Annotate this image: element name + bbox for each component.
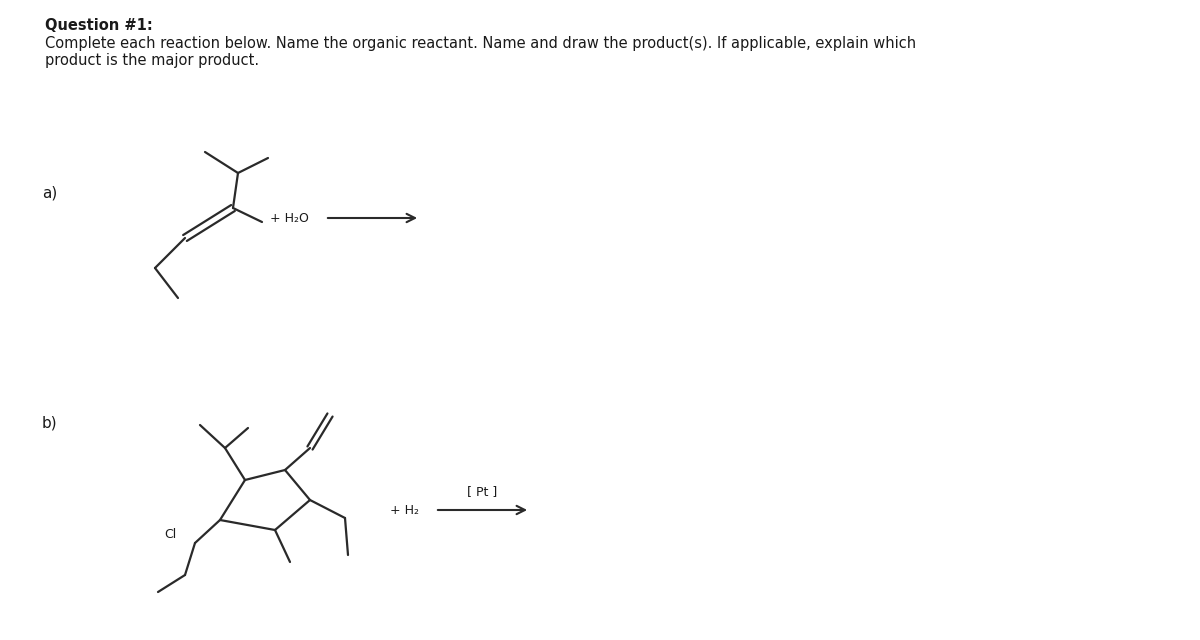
- Text: Cl: Cl: [164, 529, 176, 541]
- Text: Complete each reaction below. Name the organic reactant. Name and draw the produ: Complete each reaction below. Name the o…: [46, 36, 916, 68]
- Text: [ Pt ]: [ Pt ]: [467, 486, 497, 499]
- Text: Question #1:: Question #1:: [46, 18, 152, 33]
- Text: b): b): [42, 415, 58, 430]
- Text: a): a): [42, 185, 58, 200]
- Text: + H₂: + H₂: [390, 504, 419, 516]
- Text: + H₂O: + H₂O: [270, 211, 308, 225]
